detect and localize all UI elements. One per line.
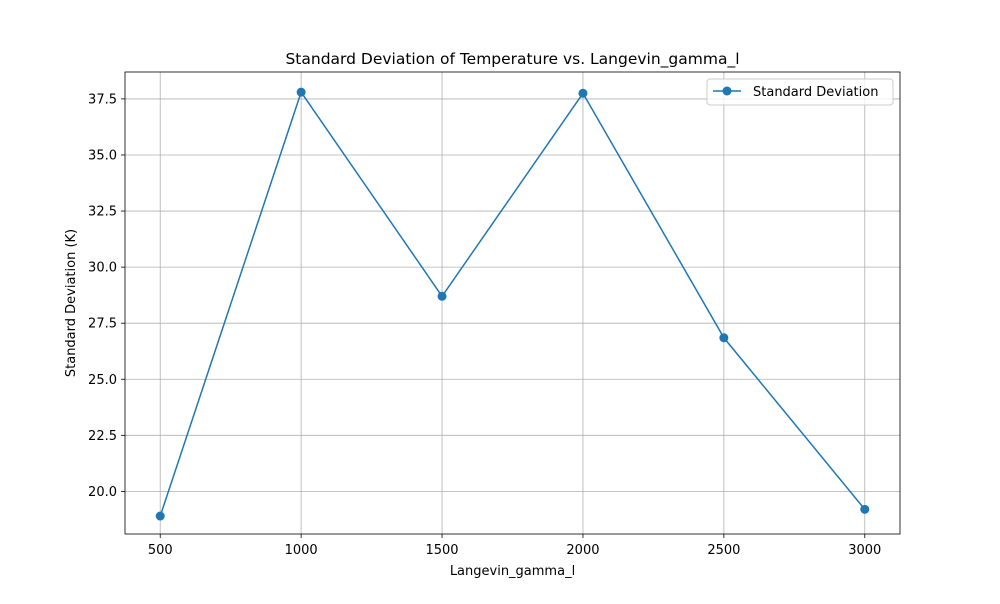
- data-point: [155, 511, 165, 521]
- x-tick-label: 500: [148, 543, 173, 558]
- x-axis-title: Langevin_gamma_l: [450, 564, 575, 579]
- data-point: [578, 88, 588, 98]
- legend-marker-sample: [722, 86, 732, 96]
- chart-title: Standard Deviation of Temperature vs. La…: [285, 50, 739, 69]
- y-tick-label: 27.5: [88, 317, 117, 332]
- legend: Standard Deviation: [706, 78, 894, 106]
- x-tick-label: 1000: [285, 543, 318, 558]
- series-line: [159, 90, 866, 517]
- y-tick-label: 20.0: [88, 485, 117, 500]
- y-tick-label: 25.0: [88, 373, 117, 388]
- y-tick-label: 22.5: [88, 429, 117, 444]
- y-tick-label: 35.0: [88, 148, 117, 163]
- plot-frame: [124, 71, 901, 535]
- y-axis-title: Standard Deviation (K): [64, 229, 79, 377]
- x-tick-label: 3000: [848, 543, 881, 558]
- data-point: [719, 333, 729, 343]
- y-tick-label: 32.5: [88, 205, 117, 220]
- x-tick-label: 2500: [707, 543, 740, 558]
- y-tick-label: 30.0: [88, 261, 117, 276]
- ticks: 500 1000 1500 2000 2500 3000 20.0 22.5 25.0 27.5 3…: [88, 92, 881, 558]
- data-point: [437, 291, 447, 301]
- x-tick-label: 1500: [425, 543, 458, 558]
- y-tick-label: 37.5: [88, 92, 117, 107]
- legend-label: Standard Deviation: [753, 85, 878, 100]
- data-point: [860, 504, 870, 514]
- series-layer: [155, 87, 870, 521]
- x-tick-label: 2000: [566, 543, 599, 558]
- data-point: [296, 87, 306, 97]
- legend-box: [706, 78, 894, 106]
- grid: [125, 72, 900, 534]
